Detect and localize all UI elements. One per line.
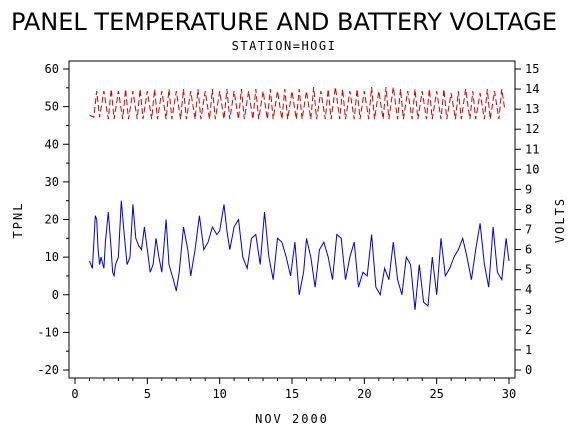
y-right-tick-label: 8 — [525, 202, 532, 216]
y-left-tick-label: -20 — [37, 363, 59, 377]
y-right-tick-label: 11 — [525, 142, 539, 156]
y-axis-left: -20 -10 0 10 20 30 40 50 60 — [37, 62, 69, 377]
y-right-tick-label: 15 — [525, 62, 539, 76]
y-left-tick-label: 60 — [45, 62, 59, 76]
y-right-tick-label: 6 — [525, 243, 532, 257]
x-tick-label: 20 — [357, 387, 371, 401]
y-left-tick-label: 40 — [45, 137, 59, 151]
y-left-tick-label: 30 — [45, 175, 59, 189]
y-left-tick-label: -10 — [37, 325, 59, 339]
x-tick-label: 25 — [429, 387, 443, 401]
x-tick-label: 30 — [502, 387, 516, 401]
y-right-tick-label: 12 — [525, 122, 539, 136]
x-tick-label: 5 — [144, 387, 151, 401]
y-right-tick-label: 9 — [525, 182, 532, 196]
y-left-tick-label: 50 — [45, 100, 59, 114]
y-left-tick-label: 0 — [52, 288, 59, 302]
y-right-tick-label: 0 — [525, 363, 532, 377]
y-right-tick-label: 5 — [525, 263, 532, 277]
chart-title: PANEL TEMPERATURE AND BATTERY VOLTAGE — [11, 8, 557, 36]
x-axis-label: NOV 2000 — [255, 412, 329, 426]
y-axis-left-label: TPNL — [11, 202, 25, 239]
y-right-tick-label: 13 — [525, 102, 539, 116]
y-right-tick-label: 2 — [525, 323, 532, 337]
y-axis-right-label: VOLTS — [553, 197, 567, 243]
x-tick-label: 10 — [212, 387, 226, 401]
x-tick-label: 15 — [285, 387, 299, 401]
x-tick-label: 0 — [71, 387, 78, 401]
series-line-tpnl — [89, 200, 510, 310]
y-right-tick-label: 1 — [525, 343, 532, 357]
y-left-tick-label: 10 — [45, 250, 59, 264]
y-right-tick-label: 7 — [525, 223, 532, 237]
y-left-tick-label: 20 — [45, 213, 59, 227]
y-right-tick-label: 10 — [525, 162, 539, 176]
series-layer — [89, 87, 510, 310]
y-right-tick-label: 4 — [525, 283, 532, 297]
y-right-tick-label: 14 — [525, 82, 539, 96]
y-right-tick-label: 3 — [525, 303, 532, 317]
chart-subtitle: STATION=HOGI — [232, 39, 337, 53]
x-axis: 0 5 10 15 20 25 30 — [71, 378, 516, 401]
series-line-volts — [89, 87, 506, 120]
